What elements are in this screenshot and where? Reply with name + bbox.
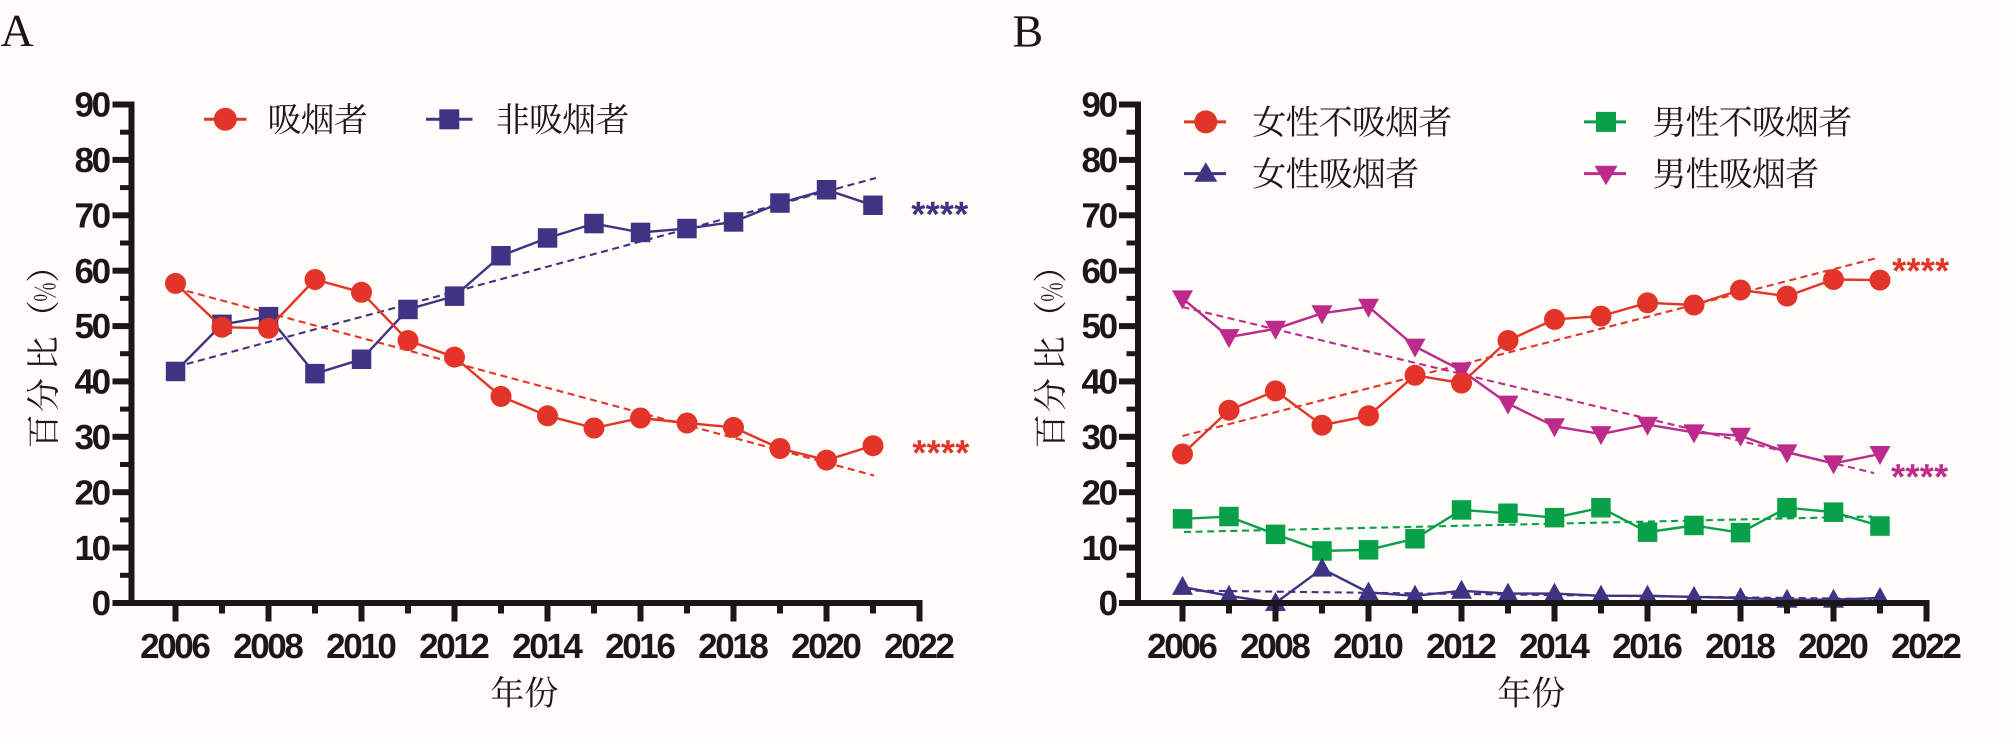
svg-text:2018: 2018: [698, 627, 768, 666]
svg-text:2018: 2018: [1705, 627, 1775, 666]
svg-text:2008: 2008: [1240, 627, 1310, 666]
svg-text:0: 0: [1099, 584, 1118, 623]
svg-text:30: 30: [75, 418, 111, 457]
svg-text:60: 60: [75, 252, 111, 291]
svg-text:20: 20: [75, 473, 111, 512]
svg-text:2006: 2006: [1147, 627, 1217, 666]
svg-text:40: 40: [1082, 363, 1118, 402]
svg-text:80: 80: [1082, 141, 1118, 180]
svg-text:80: 80: [75, 141, 111, 180]
svg-text:0: 0: [92, 584, 111, 623]
svg-text:2014: 2014: [512, 627, 583, 666]
svg-text:10: 10: [1082, 529, 1118, 568]
svg-text:2022: 2022: [884, 627, 954, 666]
svg-text:40: 40: [75, 363, 111, 402]
svg-text:30: 30: [1082, 418, 1118, 457]
svg-text:2016: 2016: [1612, 627, 1682, 666]
svg-text:****: ****: [1892, 250, 1949, 291]
svg-text:A: A: [1, 5, 34, 56]
svg-text:2014: 2014: [1519, 627, 1590, 666]
svg-text:90: 90: [1082, 86, 1118, 125]
svg-text:****: ****: [1891, 456, 1948, 497]
svg-text:2008: 2008: [233, 627, 303, 666]
svg-text:70: 70: [1082, 197, 1118, 236]
svg-text:90: 90: [75, 86, 111, 125]
svg-text:70: 70: [75, 197, 111, 236]
svg-text:2020: 2020: [791, 627, 861, 666]
svg-text:2006: 2006: [140, 627, 210, 666]
svg-text:2020: 2020: [1798, 627, 1868, 666]
svg-text:B: B: [1013, 6, 1044, 57]
svg-text:2010: 2010: [326, 627, 396, 666]
svg-text:2010: 2010: [1333, 627, 1403, 666]
svg-text:50: 50: [75, 307, 111, 346]
svg-text:60: 60: [1082, 252, 1118, 291]
svg-text:2012: 2012: [1426, 627, 1496, 666]
svg-text:2016: 2016: [605, 627, 675, 666]
svg-text:10: 10: [75, 529, 111, 568]
svg-text:50: 50: [1082, 307, 1118, 346]
svg-text:2022: 2022: [1891, 627, 1961, 666]
svg-text:20: 20: [1082, 473, 1118, 512]
svg-text:****: ****: [912, 432, 969, 473]
svg-text:2012: 2012: [419, 627, 489, 666]
svg-text:****: ****: [911, 194, 968, 235]
